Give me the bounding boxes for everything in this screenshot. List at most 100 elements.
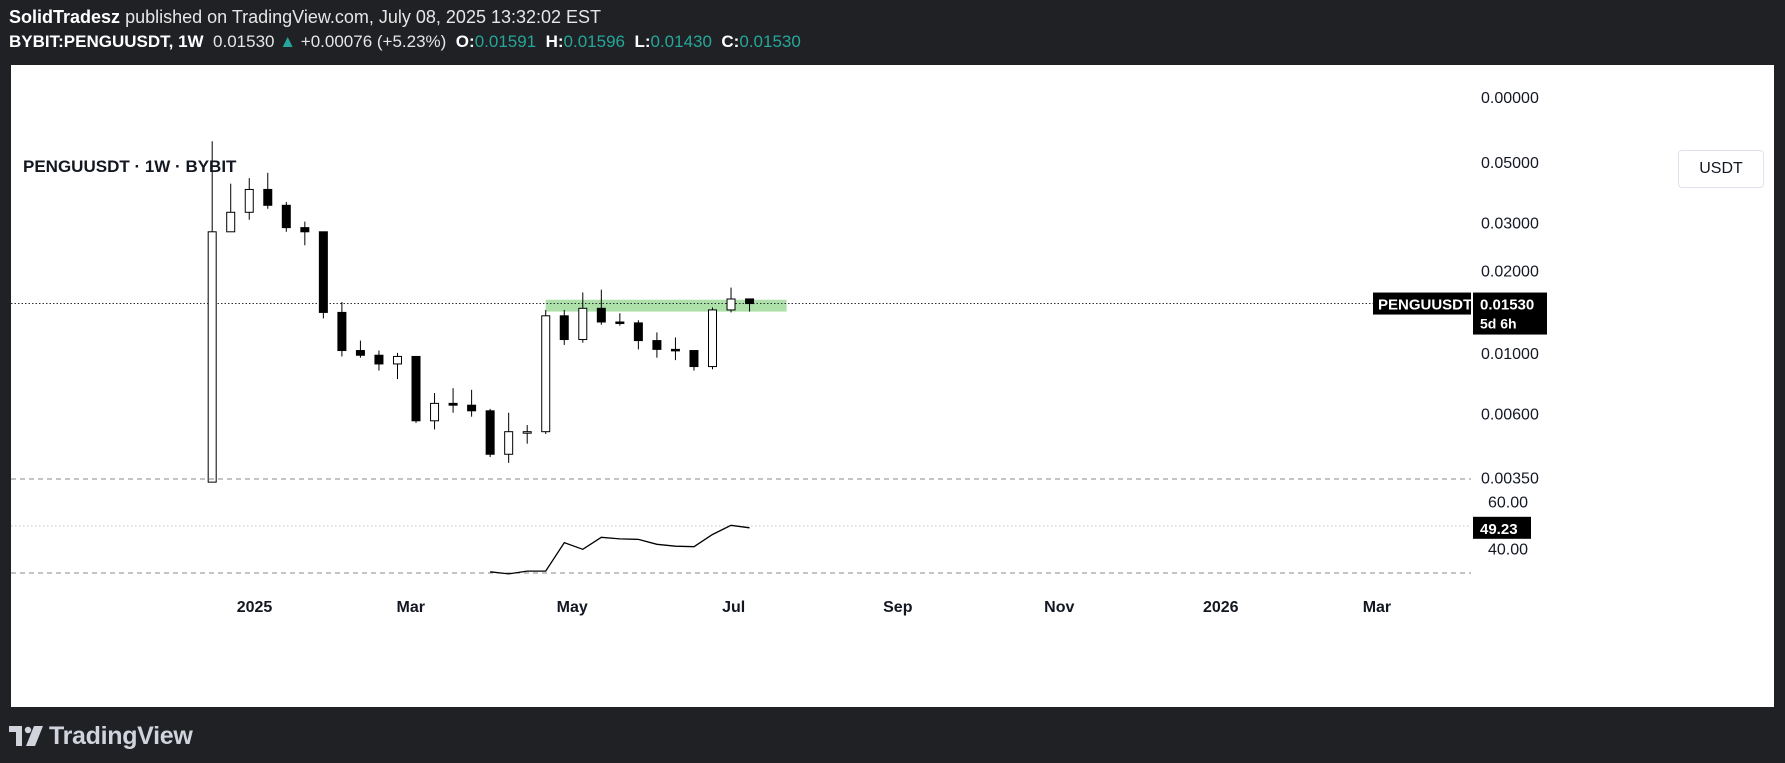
candle — [745, 298, 755, 312]
y-tick-label: 0.00000 — [1481, 90, 1539, 107]
candle — [670, 337, 680, 361]
chart-legend-title[interactable]: PENGUUSDT · 1W · BYBIT — [23, 157, 237, 176]
candle-body-up — [541, 315, 551, 433]
rsi-tag-bg — [1473, 516, 1531, 539]
candle — [337, 302, 347, 357]
candle — [633, 320, 643, 350]
x-tick-label: Mar — [396, 599, 424, 616]
candle-body-down — [355, 350, 365, 356]
candle-body-down — [281, 204, 291, 229]
candle-body-down — [448, 402, 458, 406]
y-tick-label: 0.01000 — [1481, 346, 1539, 363]
author-name[interactable]: SolidTradesz — [9, 7, 121, 27]
candle — [374, 350, 384, 371]
rsi-tick-label: 60.00 — [1488, 495, 1528, 512]
symbol-title[interactable]: BYBIT:PENGUUSDT, 1W — [9, 32, 204, 51]
x-tick-label: Sep — [883, 599, 913, 616]
y-tick-label: 0.00350 — [1481, 471, 1539, 488]
candle-body-down — [689, 350, 699, 368]
candle — [300, 221, 310, 246]
low-value: 0.01430 — [650, 32, 712, 51]
symbol-info-line: BYBIT:PENGUUSDT, 1W 0.01530 ▲ +0.00076 (… — [9, 32, 801, 52]
candle — [430, 393, 440, 430]
y-tick-label: 0.02000 — [1481, 264, 1539, 281]
candle-body-down — [318, 231, 328, 313]
last-price: 0.01530 — [213, 32, 275, 51]
candle — [559, 309, 569, 345]
candle-body-up — [522, 431, 532, 434]
up-arrow-icon: ▲ — [279, 32, 297, 51]
tradingview-logo-icon — [9, 726, 43, 746]
candle — [281, 201, 291, 232]
rsi-line — [490, 524, 750, 575]
candle — [596, 289, 606, 325]
x-tick-label: 2025 — [237, 599, 273, 616]
brand-name: TradingView — [49, 721, 193, 750]
candle — [411, 355, 421, 423]
candle-body-down — [485, 410, 495, 455]
candle-body-down — [467, 404, 477, 412]
candle-body-up — [707, 309, 717, 368]
candle-body-down — [337, 311, 347, 352]
candle-body-up — [226, 211, 236, 233]
currency-unit-button[interactable]: USDT — [1678, 150, 1764, 188]
candle-body-down — [374, 354, 384, 365]
candle — [207, 141, 217, 483]
candle-body-down — [596, 307, 606, 323]
candle — [707, 307, 717, 370]
candle — [226, 183, 236, 233]
candle — [355, 340, 365, 358]
published-text: published on TradingView.com, July 08, 2… — [125, 7, 602, 27]
candle — [467, 389, 477, 417]
candle-body-down — [411, 355, 421, 422]
candle-body-down — [652, 340, 662, 350]
candle — [652, 332, 662, 358]
x-tick-label: Mar — [1363, 599, 1391, 616]
close-label: C: — [721, 32, 740, 51]
candle — [615, 313, 625, 326]
candle — [318, 231, 328, 319]
candle-body-down — [670, 348, 680, 352]
candle — [263, 172, 273, 209]
candle-body-down — [263, 188, 273, 206]
chart-panel[interactable]: 0.00000 0.05000 0.03000 0.02000 0.01000 0.006… — [11, 65, 1774, 707]
candle-body-up — [430, 402, 440, 422]
open-value: 0.01591 — [474, 32, 537, 51]
tradingview-logo[interactable]: TradingView — [9, 722, 193, 750]
high-label: H: — [545, 32, 564, 51]
close-value: 0.01530 — [739, 32, 801, 51]
candle-body-up — [244, 188, 254, 213]
low-label: L: — [634, 32, 651, 51]
y-tick-label: 0.00600 — [1481, 407, 1539, 424]
candle — [726, 287, 736, 313]
resistance-zone — [545, 299, 787, 312]
candle-body-down — [745, 298, 755, 305]
candle-body-up — [504, 431, 514, 455]
rsi-tag-value: 49.23 — [1480, 521, 1518, 538]
candle — [504, 412, 514, 463]
rsi-tick-label: 40.00 — [1488, 542, 1528, 559]
candle-body-down — [615, 321, 625, 324]
publish-info: SolidTradesz published on TradingView.co… — [9, 7, 601, 28]
candle-body-up — [726, 298, 736, 311]
x-tick-label: 2026 — [1203, 599, 1239, 616]
price-tag-bg — [1473, 292, 1547, 335]
price-tag-value: 0.01530 — [1480, 297, 1534, 314]
candle — [578, 292, 588, 343]
candle — [448, 388, 458, 413]
candle-body-down — [633, 322, 643, 342]
candle — [541, 309, 551, 434]
symbol-tag-bg — [1373, 292, 1471, 315]
candle-body-down — [559, 315, 569, 341]
chart-canvas[interactable]: 0.00000 0.05000 0.03000 0.02000 0.01000 0.006… — [11, 65, 1774, 707]
candle — [689, 350, 699, 371]
x-tick-label: Jul — [722, 599, 745, 616]
high-value: 0.01596 — [563, 32, 625, 51]
price-tag-countdown: 5d 6h — [1480, 316, 1517, 332]
candle-body-up — [578, 307, 588, 341]
symbol-tag-label: PENGUUSDT — [1378, 297, 1472, 314]
candle — [522, 425, 532, 444]
candle-body-up — [207, 231, 217, 483]
price-change: +0.00076 (+5.23%) — [300, 32, 447, 51]
candle — [244, 178, 254, 220]
